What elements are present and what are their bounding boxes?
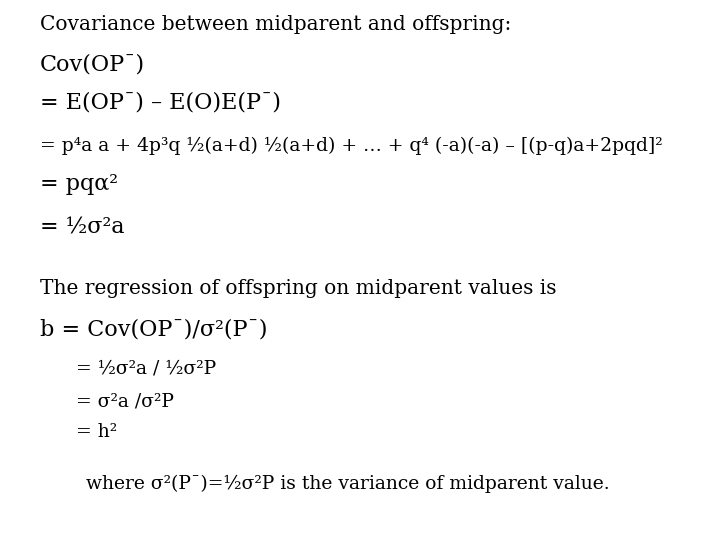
Text: The regression of offspring on midparent values is: The regression of offspring on midparent… <box>40 279 556 298</box>
Text: b = Cov(OP¯)/σ²(P¯): b = Cov(OP¯)/σ²(P¯) <box>40 319 267 341</box>
Text: = h²: = h² <box>76 423 117 441</box>
Text: = pqα²: = pqα² <box>40 173 117 195</box>
Text: Cov(OP¯): Cov(OP¯) <box>40 53 145 75</box>
Text: = σ²a /σ²P: = σ²a /σ²P <box>76 392 174 410</box>
Text: = ½σ²a / ½σ²P: = ½σ²a / ½σ²P <box>76 360 216 377</box>
Text: where σ²(P¯)=½σ²P is the variance of midparent value.: where σ²(P¯)=½σ²P is the variance of mid… <box>86 475 610 492</box>
Text: = p⁴a a + 4p³q ½(a+d) ½(a+d) + … + q⁴ (-a)(-a) – [(p-q)a+2pqd]²: = p⁴a a + 4p³q ½(a+d) ½(a+d) + … + q⁴ (-… <box>40 137 662 155</box>
Text: Covariance between midparent and offspring:: Covariance between midparent and offspri… <box>40 15 511 33</box>
Text: = E(OP¯) – E(O)E(P¯): = E(OP¯) – E(O)E(P¯) <box>40 91 281 113</box>
Text: = ½σ²a: = ½σ²a <box>40 217 124 238</box>
